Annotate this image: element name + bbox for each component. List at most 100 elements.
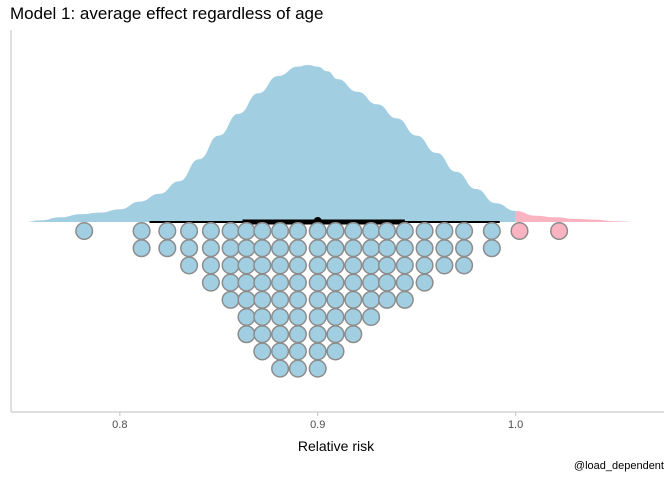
chart-title: Model 1: average effect regardless of ag… (10, 4, 324, 23)
dot (253, 221, 272, 241)
dot (237, 290, 256, 309)
dot (237, 273, 256, 292)
dot (271, 290, 290, 309)
dot (344, 325, 363, 344)
dot (180, 221, 199, 241)
dot (362, 307, 381, 327)
dot (344, 256, 363, 275)
dot (308, 359, 327, 378)
dot (326, 273, 345, 292)
dot (237, 221, 256, 241)
dot (308, 256, 327, 275)
dot (308, 342, 327, 361)
dot (435, 256, 454, 275)
dot (326, 325, 345, 344)
dot (482, 221, 501, 241)
dot (395, 273, 414, 292)
dot (288, 239, 307, 258)
dot (395, 221, 414, 241)
dot (221, 273, 240, 292)
dot (288, 342, 307, 361)
dot (377, 256, 397, 275)
dot (395, 256, 414, 275)
x-axis-label: Relative risk (297, 438, 375, 454)
dot (158, 239, 177, 258)
dot (344, 221, 363, 241)
dot (271, 239, 290, 258)
dot (180, 256, 199, 275)
dot (455, 256, 474, 275)
dot (75, 221, 94, 241)
dot (377, 221, 397, 241)
dot (455, 221, 474, 241)
x-tick-label: 0.8 (112, 419, 127, 431)
dot (362, 290, 381, 309)
dot (326, 256, 345, 275)
dot (326, 290, 345, 309)
dot (288, 256, 307, 275)
dot (550, 221, 569, 241)
dot (362, 256, 381, 275)
dot (308, 239, 327, 258)
dot (237, 239, 256, 258)
dot (288, 290, 307, 309)
density-above-threshold (515, 211, 639, 222)
dot (221, 256, 240, 275)
dot (308, 290, 327, 309)
dot (362, 221, 381, 241)
dot (158, 221, 177, 241)
dot (271, 256, 290, 275)
dot (271, 359, 290, 378)
dot (415, 239, 434, 258)
dot (288, 359, 307, 378)
dot (253, 342, 272, 361)
dot (326, 239, 345, 258)
x-tick-label: 0.9 (310, 419, 325, 431)
dot (415, 256, 434, 275)
dot (288, 307, 307, 327)
dot (455, 239, 474, 258)
dot (253, 273, 272, 292)
dot (221, 290, 240, 309)
dot (377, 273, 397, 292)
axis-layer: 0.8 0.9 1.0 (10, 30, 664, 431)
density-below-threshold (24, 65, 516, 222)
dot (326, 221, 345, 241)
dot (237, 325, 256, 344)
dot (180, 239, 199, 258)
dot (377, 290, 397, 309)
dot (288, 221, 307, 241)
dot (271, 221, 290, 241)
x-tick-label: 1.0 (508, 419, 523, 431)
dot (435, 239, 454, 258)
dot (308, 221, 327, 241)
dot (221, 221, 240, 241)
dot (362, 239, 381, 258)
dot (395, 239, 414, 258)
dot (253, 256, 272, 275)
dot (326, 307, 345, 327)
dot (344, 290, 363, 309)
dot (288, 273, 307, 292)
density-layer (24, 65, 639, 222)
dot (271, 273, 290, 292)
dot (271, 342, 290, 361)
dot (344, 239, 363, 258)
dot (435, 221, 454, 241)
dot (253, 239, 272, 258)
dot (362, 273, 381, 292)
dot (288, 325, 307, 344)
dot (253, 307, 272, 327)
dot (415, 221, 434, 241)
dots-layer (75, 221, 569, 378)
dot (253, 290, 272, 309)
dot (271, 325, 290, 344)
dot (221, 239, 240, 258)
dot (132, 239, 151, 258)
dot (510, 221, 529, 241)
dot (395, 290, 414, 309)
dot (482, 239, 501, 258)
dot (377, 239, 397, 258)
dot (132, 221, 151, 241)
